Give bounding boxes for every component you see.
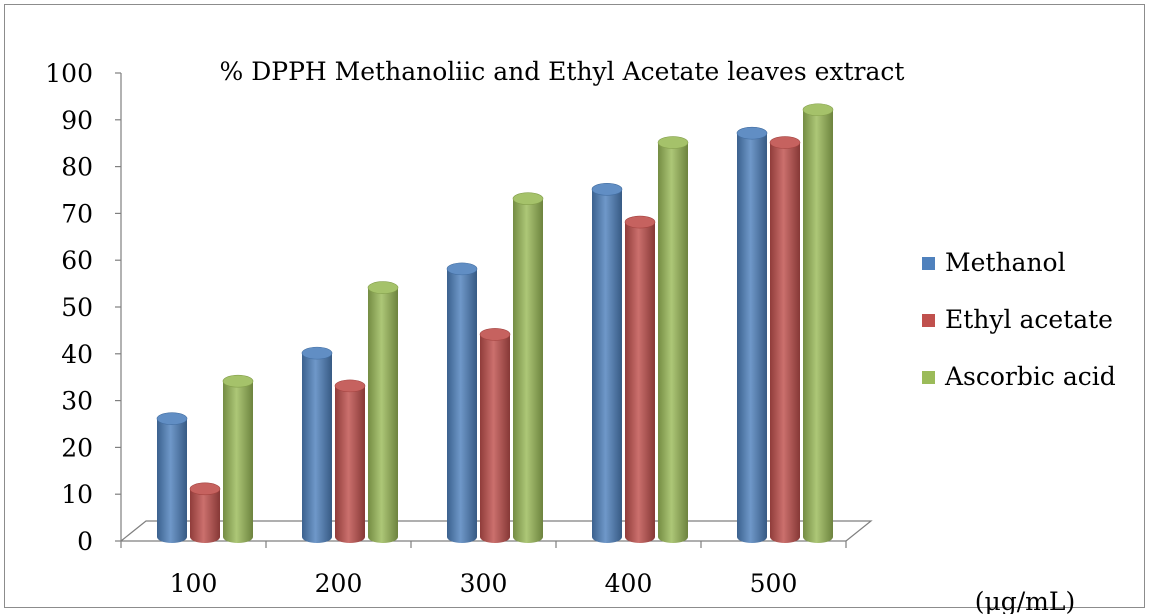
legend-label: Ascorbic acid — [944, 362, 1116, 391]
bar — [736, 126, 768, 543]
bar — [446, 262, 478, 543]
legend-swatch — [922, 371, 935, 384]
y-tick-label: 90 — [61, 106, 93, 135]
y-tick-label: 30 — [61, 387, 93, 416]
legend-item: Ascorbic acid — [922, 362, 1116, 391]
x-tick-label: 400 — [605, 569, 653, 598]
bar — [189, 482, 221, 543]
bar-top — [156, 412, 188, 425]
bar — [479, 328, 511, 543]
x-tick-label: 500 — [750, 569, 798, 598]
y-tick-label: 70 — [61, 199, 93, 228]
bar-body — [223, 381, 253, 543]
legend-item: Ethyl acetate — [922, 305, 1113, 334]
bar — [156, 412, 188, 543]
bar-top — [624, 215, 656, 229]
legend-item: Methanol — [922, 248, 1066, 277]
bar-body — [447, 268, 477, 543]
bar — [802, 103, 834, 543]
bar-top — [769, 136, 801, 149]
legend-label: Ethyl acetate — [945, 305, 1113, 334]
bar-top — [446, 262, 478, 276]
y-tick-label: 20 — [61, 433, 93, 462]
bar — [334, 379, 366, 543]
bar-top — [657, 136, 689, 149]
legend-swatch — [922, 314, 935, 327]
bar-body — [625, 222, 655, 543]
bar — [301, 346, 333, 543]
chart-title: % DPPH Methanoliic and Ethyl Acetate lea… — [220, 57, 905, 86]
bar — [769, 136, 801, 543]
y-tick-label: 60 — [61, 246, 93, 275]
bar — [222, 374, 254, 543]
bar-top — [189, 482, 221, 496]
y-tick-label: 100 — [45, 59, 93, 88]
bar-top — [334, 379, 366, 393]
bar-top — [222, 374, 254, 388]
x-tick-label: 100 — [170, 569, 218, 598]
bar-body — [157, 418, 187, 543]
bar-body — [190, 488, 220, 543]
bar — [624, 215, 656, 543]
bar-body — [737, 133, 767, 543]
bar-body — [368, 287, 398, 543]
bar-top — [802, 103, 834, 117]
bar-top — [479, 328, 511, 341]
legend-swatch — [922, 257, 935, 270]
bar — [657, 136, 689, 543]
y-tick-label: 80 — [61, 153, 93, 182]
bars — [156, 103, 834, 543]
bar-body — [480, 334, 510, 543]
y-tick-label: 10 — [61, 480, 93, 509]
y-tick-label: 0 — [77, 527, 93, 556]
bar-top — [512, 192, 544, 205]
bar-top — [736, 126, 768, 140]
legend-label: Methanol — [945, 248, 1066, 277]
bar-body — [302, 353, 332, 543]
bar-top — [591, 183, 623, 196]
bar-top — [367, 281, 399, 294]
y-tick-label: 40 — [61, 340, 93, 369]
bar-body — [770, 142, 800, 543]
x-tick-label: 200 — [315, 569, 363, 598]
bar-body — [803, 109, 833, 543]
bar-body — [513, 198, 543, 543]
bar — [367, 281, 399, 543]
y-tick-label: 50 — [61, 293, 93, 322]
x-axis-label: (µg/mL) — [975, 587, 1076, 614]
axes: 0 10 20 30 40 50 60 70 80 90 100 100 200 300 400 500 — [45, 59, 873, 598]
bar-body — [335, 385, 365, 543]
bar — [591, 183, 623, 543]
legend: Methanol Ethyl acetate Ascorbic acid — [922, 248, 1116, 391]
bar-body — [592, 189, 622, 543]
x-tick-label: 300 — [460, 569, 508, 598]
bar-body — [658, 142, 688, 543]
bar — [512, 192, 544, 543]
bar-top — [301, 346, 333, 360]
